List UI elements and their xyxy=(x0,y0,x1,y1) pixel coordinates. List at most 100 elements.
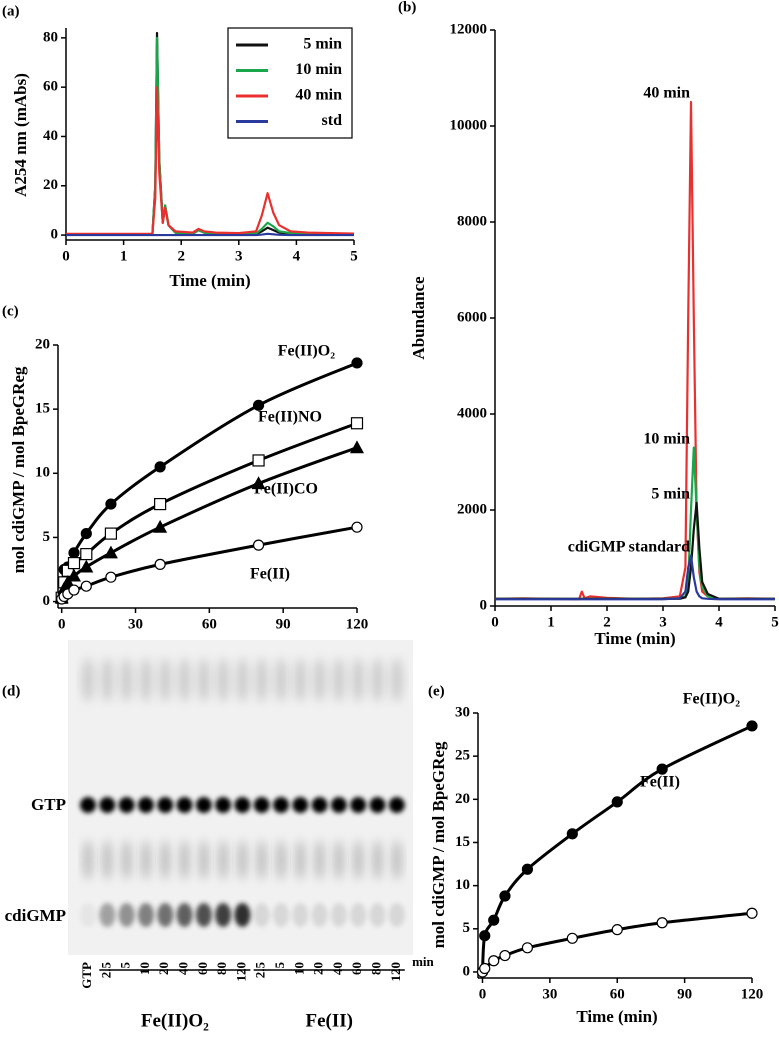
y-tick-label: 5 xyxy=(463,920,471,936)
x-tick-label: 1 xyxy=(120,248,128,264)
lane-label: 5 xyxy=(118,962,133,969)
x-tick-label: 120 xyxy=(741,986,764,1002)
smear xyxy=(391,840,402,880)
gtp-band xyxy=(215,797,232,813)
marker xyxy=(154,558,166,570)
fit-curve xyxy=(481,911,753,973)
y-tick-label: 20 xyxy=(455,791,470,807)
legend-label: 5 min xyxy=(303,36,342,53)
smear xyxy=(314,840,325,880)
series-label: cdiGMP standard xyxy=(568,538,690,555)
origin-smear xyxy=(352,658,365,702)
y-axis-label: A254 nm (mAbs) xyxy=(11,73,30,197)
legend-label: std xyxy=(322,112,343,129)
marker xyxy=(521,942,534,954)
cdigmp-band xyxy=(195,903,212,927)
x-tick-label: 4 xyxy=(715,614,723,630)
marker xyxy=(104,527,118,540)
marker xyxy=(80,527,92,540)
origin-smear xyxy=(159,658,172,702)
lane-label: GTP xyxy=(79,962,94,989)
x-tick-label: 4 xyxy=(293,248,301,264)
trace xyxy=(66,86,355,235)
smear xyxy=(295,840,306,880)
panel-label: (c) xyxy=(2,303,19,319)
x-tick-label: 0 xyxy=(58,616,66,632)
marker xyxy=(656,763,668,775)
x-tick-label: 1 xyxy=(547,614,555,630)
gel-image xyxy=(68,640,413,955)
series-label: 10 min xyxy=(643,430,690,447)
origin-smear xyxy=(371,658,384,702)
x-tick-label: 5 xyxy=(771,614,779,630)
marker xyxy=(68,584,80,596)
smear xyxy=(372,840,383,880)
marker xyxy=(252,539,265,551)
smear xyxy=(160,840,171,880)
x-tick-label: 3 xyxy=(659,614,667,630)
panel-label: (a) xyxy=(2,3,20,19)
marker xyxy=(154,497,167,511)
smear xyxy=(121,840,132,880)
marker xyxy=(351,357,363,369)
smear xyxy=(276,840,286,880)
gtp-band xyxy=(369,797,386,813)
band-label: cdiGMP xyxy=(5,906,66,925)
gtp-band xyxy=(330,797,347,813)
y-tick-label: 0 xyxy=(43,593,51,609)
y-tick-label: 5 xyxy=(43,529,51,545)
marker xyxy=(488,914,500,926)
marker xyxy=(80,548,93,561)
band-label: GTP xyxy=(31,795,66,814)
x-tick-label: 120 xyxy=(346,616,369,632)
x-tick-label: 2 xyxy=(603,614,611,630)
marker xyxy=(611,924,623,936)
y-tick-label: 10000 xyxy=(450,117,488,133)
origin-smear xyxy=(217,658,230,702)
x-tick-label: 60 xyxy=(610,986,625,1002)
y-tick-label: 80 xyxy=(43,29,58,45)
cdigmp-band xyxy=(157,903,174,927)
marker xyxy=(499,890,511,902)
lane-label: 20 xyxy=(156,962,171,975)
y-axis-label: Abundance xyxy=(409,276,428,360)
y-tick-label: 20 xyxy=(43,177,58,193)
marker xyxy=(67,556,81,570)
y-tick-label: 8000 xyxy=(457,213,487,229)
series-label: Fe(II)O₂ xyxy=(683,691,740,708)
marker xyxy=(349,440,365,454)
marker xyxy=(499,949,511,962)
gtp-band xyxy=(311,797,328,813)
x-tick-label: 90 xyxy=(677,986,692,1002)
smear xyxy=(140,840,151,880)
smear xyxy=(333,840,344,880)
legend-label: 40 min xyxy=(295,87,342,104)
cdigmp-band xyxy=(388,903,405,927)
marker xyxy=(251,476,266,490)
smear xyxy=(256,840,267,880)
series-label: Fe(II) xyxy=(640,774,680,791)
smear xyxy=(83,840,93,880)
lane-label: 40 xyxy=(330,962,345,975)
lane-label: 40 xyxy=(175,962,190,975)
marker xyxy=(105,571,117,583)
lane-label: 120 xyxy=(388,962,403,982)
cdigmp-band xyxy=(234,903,251,927)
origin-smear xyxy=(390,658,403,702)
origin-smear xyxy=(275,658,287,702)
y-tick-label: 25 xyxy=(455,748,470,764)
trace xyxy=(495,554,775,601)
lane-label: 10 xyxy=(137,962,152,975)
x-tick-label: 90 xyxy=(276,616,291,632)
x-axis-label: Time (min) xyxy=(576,1007,657,1026)
x-tick-label: 5 xyxy=(350,248,358,264)
y-tick-label: 15 xyxy=(35,401,50,417)
marker xyxy=(611,796,623,808)
lane-unit: min xyxy=(412,954,434,969)
marker xyxy=(154,461,166,473)
y-axis-label: mol cdiGMP / mol BpeGReg xyxy=(429,741,448,948)
marker xyxy=(252,399,265,411)
cdigmp-band xyxy=(330,903,347,927)
cdigmp-band xyxy=(273,903,289,927)
